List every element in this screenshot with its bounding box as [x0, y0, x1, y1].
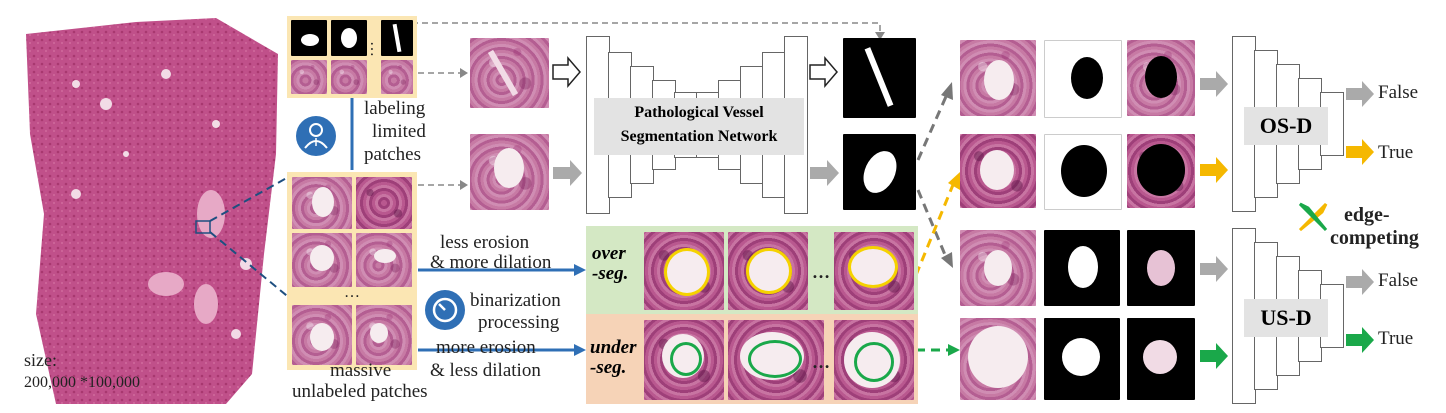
input-labeled-patch [470, 38, 549, 108]
labeled-patch [291, 60, 327, 94]
edge-competing-text-2: competing [1330, 227, 1419, 249]
under-seg-tag: under -seg. [590, 337, 637, 378]
us-true-label: True [1378, 328, 1414, 349]
over-seg-patch [728, 232, 808, 310]
label-mask [331, 20, 367, 56]
over-branch-text-1: less erosion [440, 232, 530, 253]
unlabeled-patch [292, 177, 352, 229]
label-mask [291, 20, 327, 56]
unlabeled-text-1: massive [330, 360, 392, 381]
network-title: Pathological Vessel Segmentation Network [594, 98, 804, 155]
edge-competing-icon [1296, 200, 1330, 234]
os-real-patch [960, 40, 1036, 116]
label-mask [381, 20, 413, 56]
output-mask-labeled [843, 38, 916, 118]
ellipsis: … [812, 262, 830, 282]
whole-slide-image [16, 14, 284, 406]
os-fake-masked [1127, 134, 1195, 208]
us-real-masked [1127, 230, 1195, 306]
over-seg-patch [834, 232, 914, 310]
us-d-label: US-D [1244, 299, 1328, 337]
us-false-label: False [1378, 270, 1419, 291]
ellipsis: … [344, 284, 360, 301]
under-seg-patch [728, 320, 824, 400]
os-real-masked [1127, 40, 1195, 116]
labeling-text-2: limited [372, 121, 426, 142]
labeled-patch [331, 60, 367, 94]
labeling-text-3: patches [364, 144, 421, 165]
os-fake-mask [1044, 134, 1122, 210]
binarization-text-2: processing [478, 312, 560, 333]
labeled-patch [381, 60, 413, 94]
under-branch-text-1: more erosion [436, 337, 536, 358]
us-fake-patch [960, 318, 1036, 400]
over-branch-text-2: & more dilation [430, 252, 552, 273]
us-fake-mask [1044, 318, 1120, 400]
os-d-label: OS-D [1244, 107, 1328, 145]
unlabeled-patch [292, 233, 352, 287]
ellipsis: … [812, 352, 830, 372]
labeling-text-1: labeling [364, 98, 426, 119]
os-false-label: False [1378, 82, 1419, 103]
edge-competing-text-1: edge- [1344, 204, 1390, 226]
unlabeled-text-2: unlabeled patches [292, 381, 428, 402]
os-fake-patch [960, 134, 1036, 208]
os-true-label: True [1378, 142, 1414, 163]
over-seg-patch [644, 232, 724, 310]
us-real-patch [960, 230, 1036, 306]
binarization-text-1: binarization [470, 290, 561, 311]
under-branch-text-2: & less dilation [430, 360, 541, 381]
unlabeled-patch [292, 305, 352, 365]
doctor-icon [296, 116, 336, 156]
wsi-size-value: 200,000 *100,000 [24, 374, 140, 391]
output-mask-unlabeled [843, 134, 916, 210]
under-seg-patch [834, 320, 914, 400]
us-fake-masked [1127, 318, 1195, 400]
over-seg-tag: over -seg. [592, 243, 629, 284]
input-unlabeled-patch [470, 134, 549, 210]
os-real-mask [1044, 40, 1122, 118]
binarization-icon [425, 290, 465, 330]
unlabeled-patch [356, 305, 412, 365]
wsi-size-label: size: [24, 350, 57, 370]
unlabeled-patch [356, 177, 412, 229]
us-real-mask [1044, 230, 1120, 306]
unlabeled-patch [356, 233, 412, 287]
under-seg-patch [644, 320, 724, 400]
roi-box [195, 220, 211, 234]
